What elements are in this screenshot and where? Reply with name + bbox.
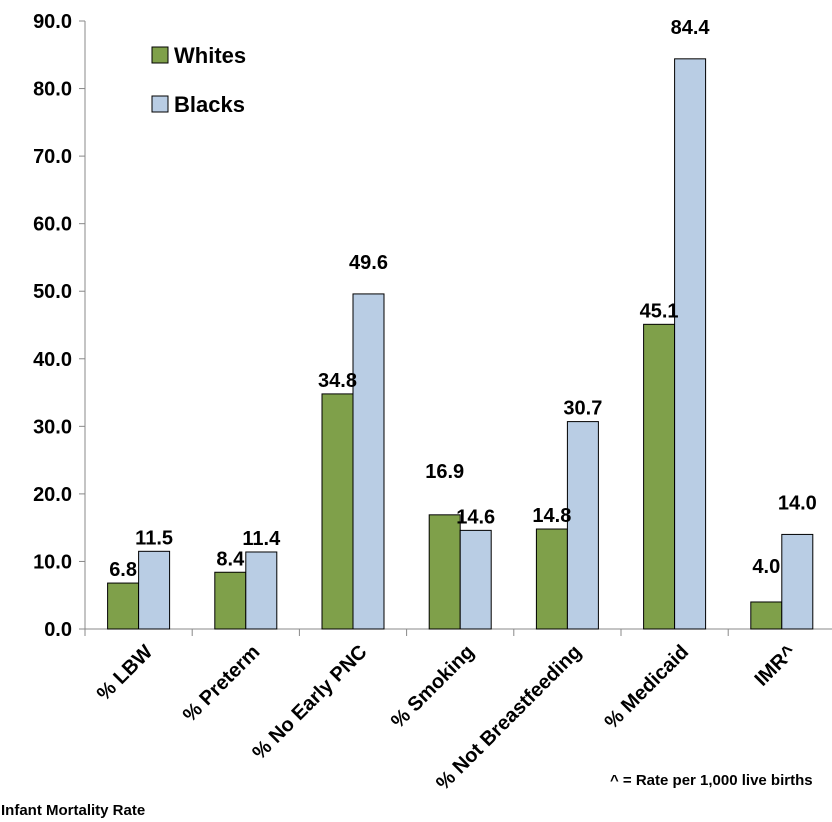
data-label-blacks: 30.7 [563, 398, 602, 420]
y-axis: 0.0 10.0 20.0 30.0 40.0 50.0 60.0 70.0 80.0 90.0 [33, 11, 86, 641]
bars [107, 58, 814, 630]
bottom-left-note: Infant Mortality Rate [1, 802, 145, 819]
bar-whites [214, 571, 247, 630]
x-tick-label: % Smoking [387, 641, 479, 733]
legend-swatch-blacks [151, 95, 169, 113]
y-tick-label: 60.0 [33, 214, 72, 236]
bar-blacks [459, 529, 492, 630]
y-tick-label: 50.0 [33, 281, 72, 303]
data-label-whites: 45.1 [640, 300, 679, 322]
bar-whites [535, 528, 568, 630]
y-tick-label: 20.0 [33, 484, 72, 506]
data-labels: 6.8 8.4 34.8 16.9 14.8 45.1 4.0 11.5 11.4 49.6 14.… [109, 17, 817, 581]
y-tick-label: 70.0 [33, 146, 72, 168]
legend-swatch-whites [151, 46, 169, 64]
y-tick-label: 40.0 [33, 349, 72, 371]
data-label-whites: 34.8 [318, 370, 357, 392]
bar-blacks [566, 421, 599, 630]
bar-blacks [781, 533, 814, 630]
bar-whites [750, 601, 783, 630]
bar-whites [321, 393, 354, 630]
x-tick-label: % LBW [93, 641, 157, 705]
data-label-whites: 14.8 [532, 505, 571, 527]
data-label-blacks: 11.5 [135, 527, 173, 549]
y-tick-label: 90.0 [33, 11, 72, 33]
x-tick-label: % Medicaid [601, 641, 694, 734]
legend-label-whites: Whites [174, 43, 246, 68]
data-label-blacks: 14.0 [778, 492, 817, 514]
legend: Whites Blacks [151, 43, 246, 117]
x-axis: % LBW% Preterm% No Early PNC% Smoking% N… [84, 628, 832, 795]
data-label-blacks: 11.4 [242, 528, 281, 550]
footnote: ^ = Rate per 1,000 live births [610, 772, 813, 789]
data-label-whites: 4.0 [752, 556, 780, 578]
x-tick-label: % Preterm [179, 641, 265, 727]
bar-whites [428, 514, 461, 630]
x-tick-label: % No Early PNC [248, 641, 371, 764]
bar-whites [107, 582, 140, 630]
data-label-whites: 16.9 [425, 461, 464, 483]
bar-blacks [138, 550, 171, 630]
data-label-blacks: 14.6 [456, 506, 495, 528]
data-label-blacks: 84.4 [671, 17, 711, 39]
legend-label-blacks: Blacks [174, 92, 245, 117]
data-label-whites: 6.8 [109, 559, 137, 581]
x-tick-label: IMR^ [751, 641, 801, 691]
bar-blacks [352, 293, 385, 630]
y-tick-label: 10.0 [33, 551, 72, 573]
y-tick-label: 0.0 [44, 619, 72, 641]
bar-blacks [245, 551, 278, 630]
bar-whites [643, 323, 676, 630]
y-tick-label: 80.0 [33, 79, 72, 101]
y-tick-label: 30.0 [33, 416, 72, 438]
bar-blacks [674, 58, 707, 630]
data-label-whites: 8.4 [216, 548, 245, 570]
data-label-blacks: 49.6 [349, 252, 388, 274]
